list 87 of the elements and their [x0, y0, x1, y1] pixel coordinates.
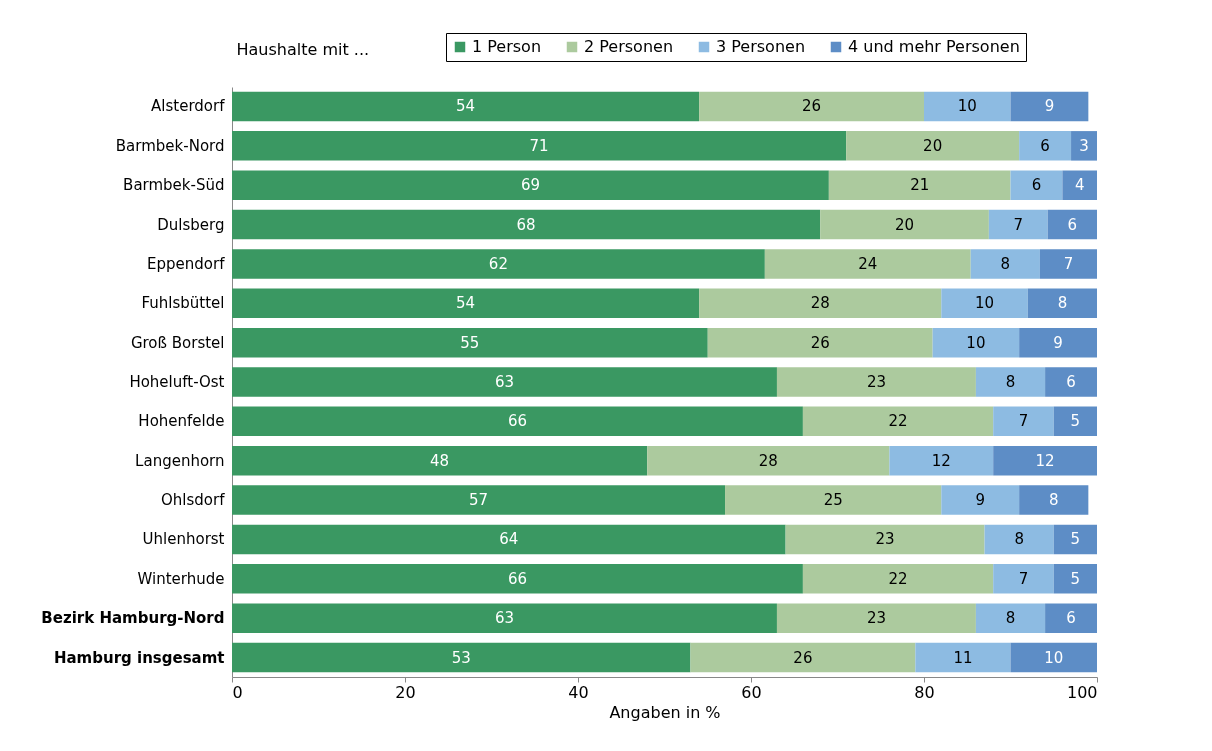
- data-label: 10: [975, 294, 995, 313]
- data-label: 10: [1044, 648, 1064, 667]
- y-tick-label: Hoheluft-Ost: [129, 373, 225, 391]
- data-label: 26: [810, 333, 830, 352]
- data-label: 68: [516, 215, 536, 234]
- data-label: 8: [1000, 254, 1011, 273]
- data-label: 8: [1048, 491, 1059, 510]
- x-tick-label: 100: [1066, 682, 1098, 702]
- data-label: 20: [894, 215, 915, 234]
- data-label: 22: [888, 412, 908, 431]
- data-label: 20: [923, 136, 943, 155]
- data-label: 26: [793, 648, 813, 667]
- y-tick-label: Dulsberg: [157, 215, 225, 234]
- y-tick-label: Uhlenhorst: [142, 530, 225, 549]
- data-label: 5: [1070, 412, 1081, 431]
- data-label: 6: [1066, 373, 1076, 391]
- x-tick-label: 0: [232, 682, 243, 702]
- data-label: 48: [430, 451, 450, 470]
- legend-label: 1 Person: [472, 37, 542, 56]
- data-label: 25: [823, 491, 843, 510]
- data-label: 28: [810, 294, 830, 313]
- data-label: 24: [858, 254, 878, 273]
- data-label: 69: [520, 176, 540, 195]
- data-label: 21: [910, 176, 930, 195]
- data-label: 11: [953, 648, 973, 667]
- y-tick-label: Winterhude: [137, 569, 225, 588]
- data-label: 55: [460, 333, 480, 352]
- data-label: 54: [456, 294, 476, 313]
- data-label: 12: [1035, 451, 1055, 470]
- data-label: 22: [888, 569, 908, 588]
- y-tick-label: Hamburg insgesamt: [53, 648, 225, 667]
- x-tick-label: 40: [568, 682, 589, 702]
- data-label: 5: [1070, 530, 1081, 549]
- data-label: 7: [1018, 412, 1029, 431]
- x-tick-label: 80: [914, 682, 935, 702]
- legend-label: 3 Personen: [716, 37, 806, 56]
- data-label: 57: [468, 491, 489, 510]
- data-label: 23: [875, 530, 895, 549]
- data-label: 10: [957, 97, 977, 116]
- data-label: 8: [1005, 373, 1016, 391]
- y-tick-label: Eppendorf: [147, 254, 226, 273]
- data-label: 6: [1067, 215, 1078, 234]
- legend-label: 4 und mehr Personen: [848, 37, 1020, 56]
- data-label: 63: [494, 609, 515, 628]
- data-label: 4: [1074, 176, 1085, 195]
- data-label: 66: [507, 412, 527, 431]
- data-label: 62: [488, 254, 508, 273]
- data-label: 9: [1053, 333, 1063, 352]
- data-label: 7: [1063, 254, 1074, 273]
- data-label: 64: [499, 530, 519, 549]
- data-label: 71: [529, 136, 549, 155]
- data-label: 12: [931, 451, 951, 470]
- y-tick-label: Alsterdorf: [151, 97, 226, 116]
- data-label: 8: [1014, 530, 1024, 549]
- y-tick-label: Fuhlsbüttel: [141, 294, 225, 313]
- data-label: 6: [1040, 136, 1050, 155]
- data-label: 7: [1013, 215, 1024, 234]
- data-label: 6: [1066, 609, 1076, 628]
- data-label: 9: [975, 491, 985, 510]
- data-label: 6: [1031, 176, 1042, 195]
- data-label: 63: [494, 373, 515, 391]
- data-label: 8: [1057, 294, 1068, 313]
- y-axis-title: Haushalte mit ...: [236, 39, 370, 59]
- data-label: 8: [1005, 609, 1016, 628]
- data-label: 23: [866, 609, 886, 628]
- data-label: 3: [1079, 136, 1089, 155]
- y-tick-label: Groß Borstel: [130, 333, 225, 352]
- y-tick-label: Ohlsdorf: [161, 491, 226, 510]
- legend-label: 2 Personen: [584, 37, 674, 56]
- y-tick-label: Bezirk Hamburg-Nord: [41, 609, 225, 628]
- y-tick-label: Langenhorn: [135, 451, 225, 470]
- data-label: 53: [451, 648, 471, 667]
- x-tick-label: 60: [741, 682, 762, 702]
- data-label: 54: [456, 97, 476, 116]
- y-tick-label: Barmbek-Nord: [115, 136, 225, 155]
- data-label: 7: [1018, 569, 1029, 588]
- x-tick-label: 20: [395, 682, 416, 702]
- data-label: 10: [966, 333, 986, 352]
- data-label: 5: [1070, 569, 1081, 588]
- y-tick-label: Hohenfelde: [138, 412, 225, 431]
- x-axis-title: Angaben in %: [609, 702, 721, 722]
- data-label: 66: [507, 569, 527, 588]
- data-label: 23: [866, 373, 886, 391]
- y-tick-label: Barmbek-Süd: [123, 176, 225, 195]
- data-label: 28: [758, 451, 778, 470]
- data-label: 26: [802, 97, 822, 116]
- data-label: 9: [1044, 97, 1055, 116]
